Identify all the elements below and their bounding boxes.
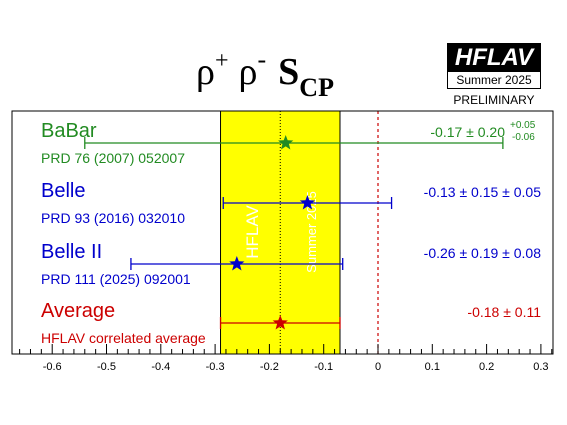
central-value-marker xyxy=(272,315,288,330)
title-plus: + xyxy=(215,48,229,74)
plot-frame xyxy=(11,110,554,355)
title-rho-1: ρ xyxy=(196,51,215,93)
x-tick-label: -0.5 xyxy=(97,361,116,373)
x-tick-label: 0 xyxy=(375,361,381,373)
x-tick-label: 0.2 xyxy=(479,361,494,373)
reference-label: PRD 76 (2007) 052007 xyxy=(41,150,185,166)
result-value: -0.18 ± 0.11 xyxy=(467,304,541,320)
central-value-marker xyxy=(299,195,316,210)
reference-label: HFLAV correlated average xyxy=(41,330,206,346)
title-minus: - xyxy=(257,45,266,74)
x-tick-label: -0.6 xyxy=(43,361,62,373)
hflav-logo: HFLAV Summer 2025 xyxy=(447,43,541,93)
chart-marks: BaBar PRD 76 (2007) 052007 -0.17 ± 0.20 +0.… xyxy=(41,120,541,346)
x-tick-label: -0.1 xyxy=(314,361,333,373)
central-value-marker xyxy=(278,135,294,150)
measurement-row: Belle II PRD 111 (2025) 092001 -0.26 ± 0.1… xyxy=(41,241,541,287)
title-s: S xyxy=(278,51,299,93)
result-error-down: -0.06 xyxy=(512,132,535,143)
preliminary-label: PRELIMINARY xyxy=(453,93,535,107)
experiment-label: Belle xyxy=(41,180,85,202)
measurement-row: Average HFLAV correlated average -0.18 ± 0… xyxy=(41,300,541,346)
x-tick-label: 0.3 xyxy=(533,361,548,373)
x-tick-label: -0.4 xyxy=(151,361,170,373)
experiment-label: Average xyxy=(41,300,115,322)
reference-label: PRD 111 (2025) 092001 xyxy=(41,271,191,287)
title-sub: CP xyxy=(299,73,334,102)
title-rho-2: ρ xyxy=(239,51,258,93)
measurement-row: Belle PRD 93 (2016) 032010 -0.13 ± 0.15 ± … xyxy=(41,180,541,226)
x-tick-label: -0.3 xyxy=(206,361,225,373)
measurement-row: BaBar PRD 76 (2007) 052007 -0.17 ± 0.20 +0.… xyxy=(41,120,536,166)
experiment-label: BaBar xyxy=(41,120,97,142)
result-value: -0.13 ± 0.15 ± 0.05 xyxy=(424,184,542,200)
x-axis: -0.6 -0.5 -0.4 -0.3 -0.2 -0.1 0 0.1 0.2 0.3 xyxy=(19,344,553,373)
chart-title: ρ+ ρ- SCP xyxy=(196,45,334,102)
band-label-hflav: HFLAV xyxy=(243,205,262,259)
x-tick-label: -0.2 xyxy=(260,361,279,373)
experiment-label: Belle II xyxy=(41,241,102,263)
result-value: -0.17 ± 0.20 xyxy=(430,124,505,140)
band-label-summer: Summer 2025 xyxy=(304,191,319,273)
hflav-logo-name: HFLAV xyxy=(447,43,541,71)
central-value-marker xyxy=(229,256,245,271)
result-error-up: +0.05 xyxy=(510,120,536,131)
reference-label: PRD 93 (2016) 032010 xyxy=(41,210,185,226)
hflav-logo-edition: Summer 2025 xyxy=(447,71,541,89)
result-value: -0.26 ± 0.19 ± 0.08 xyxy=(424,245,542,261)
x-tick-label: 0.1 xyxy=(425,361,440,373)
